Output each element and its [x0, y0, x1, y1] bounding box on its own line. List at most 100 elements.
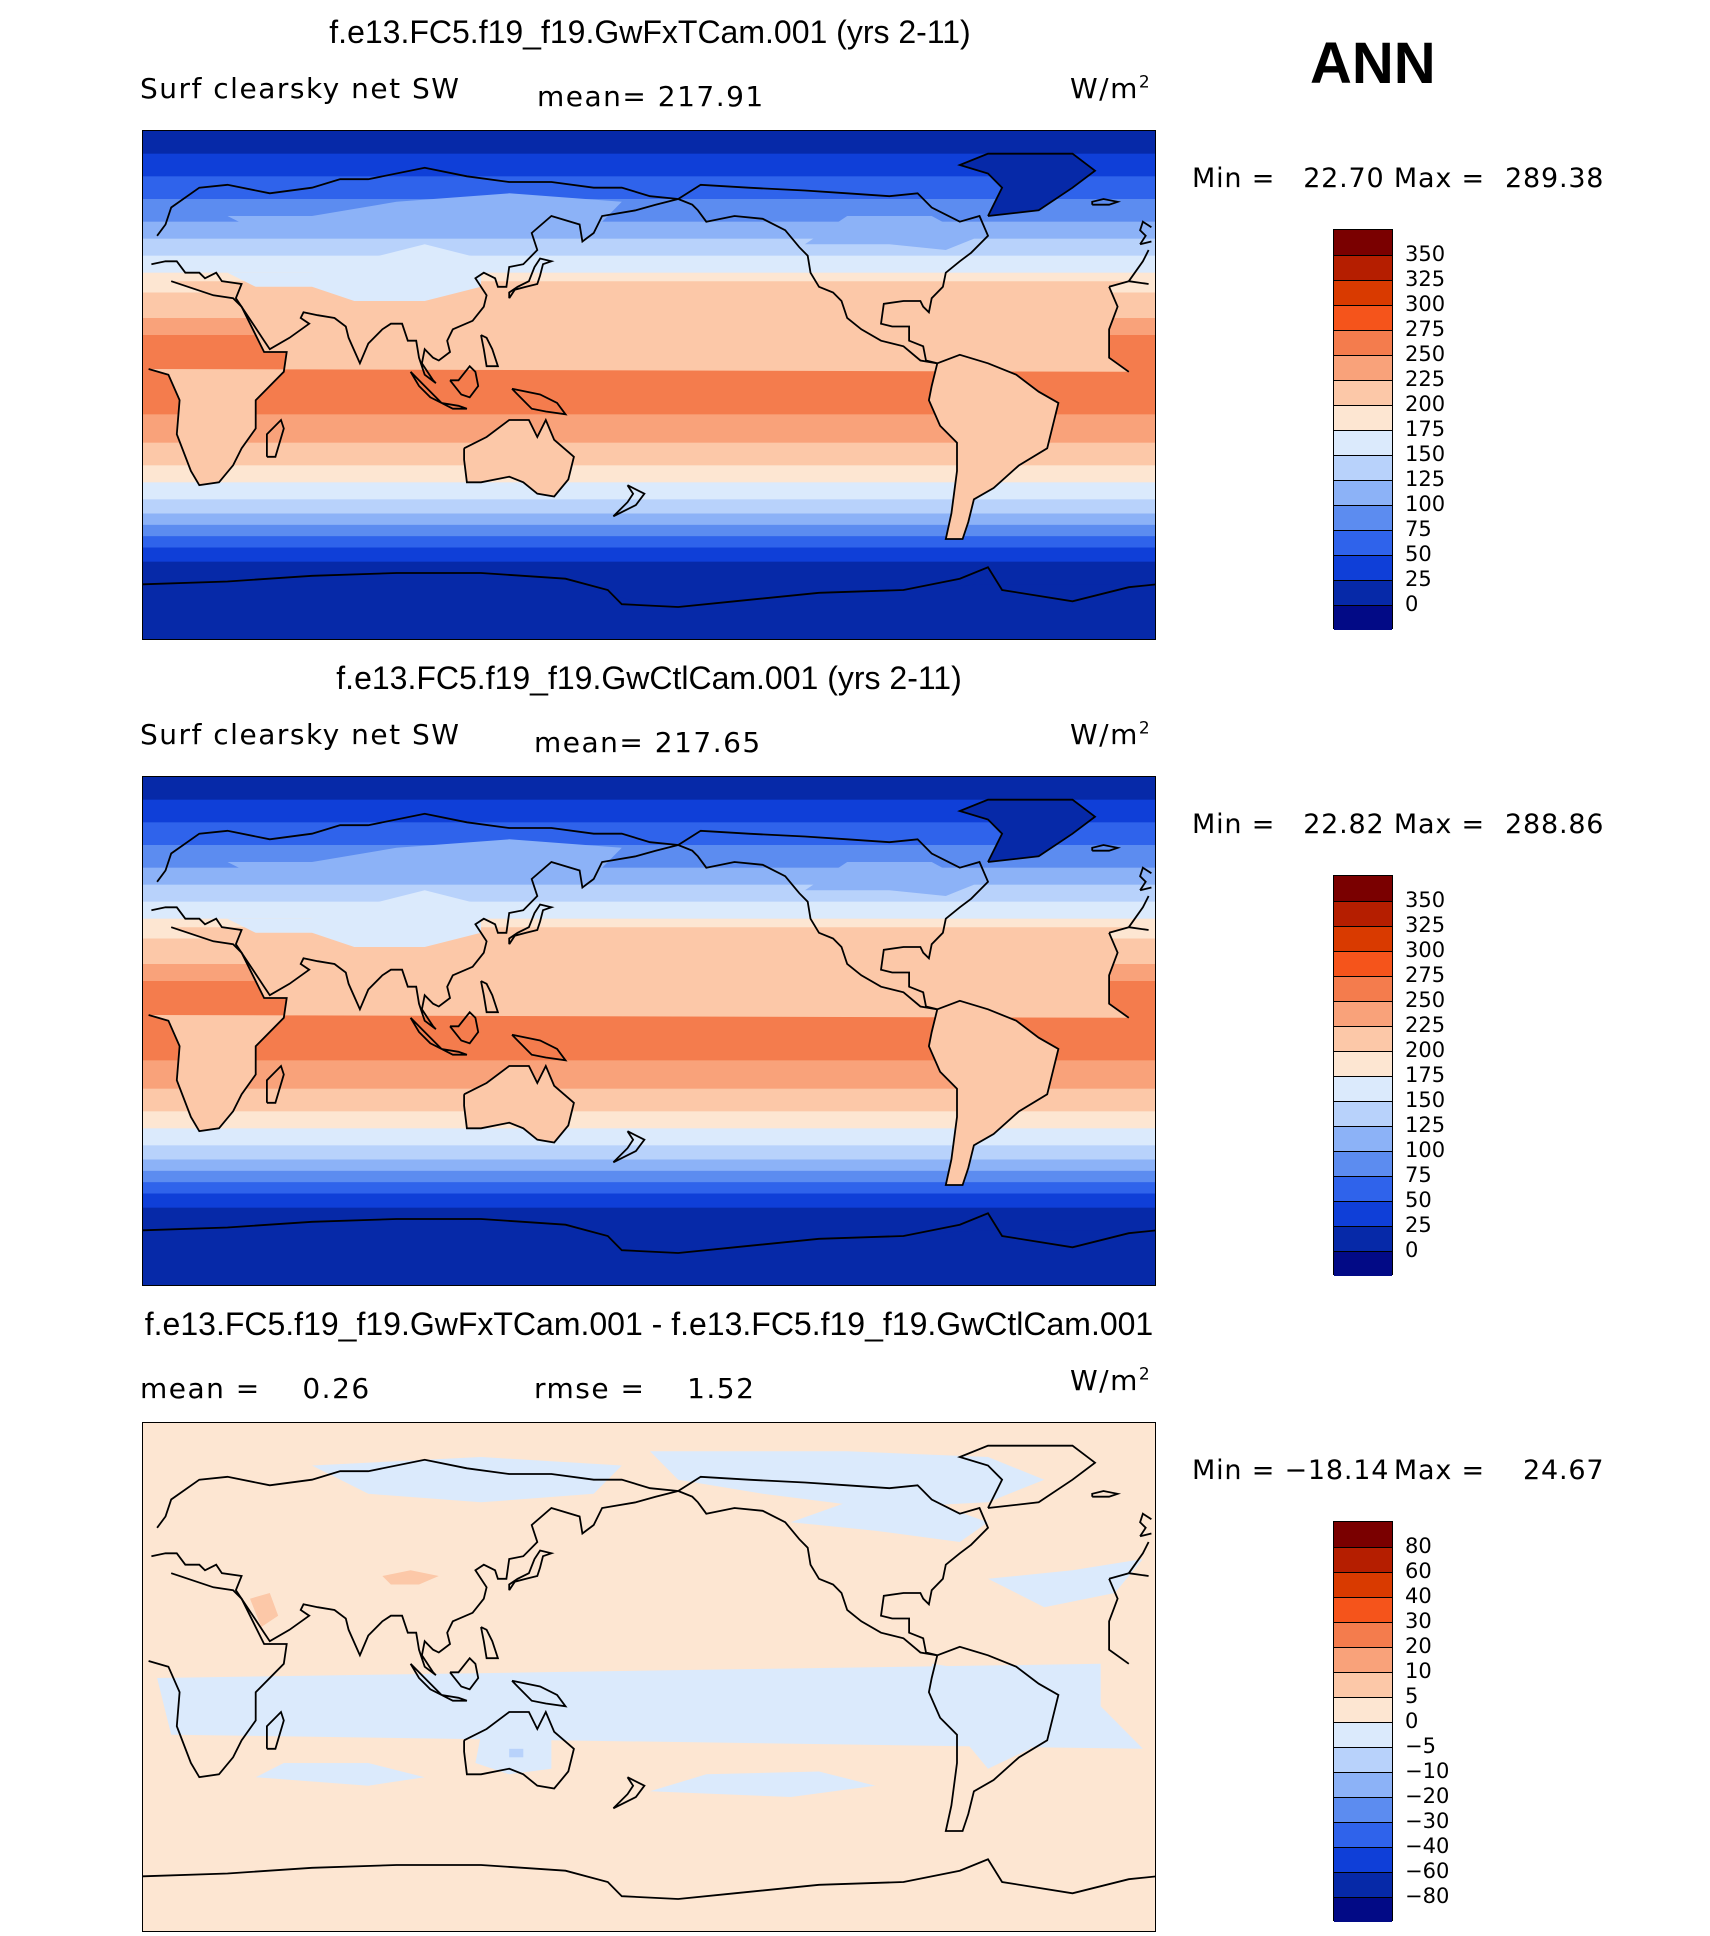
colorbar-tick-label: 0 [1405, 1709, 1419, 1733]
colorbar-swatch [1334, 230, 1392, 255]
panel1-map [142, 130, 1156, 640]
colorbar-tick-label: 250 [1405, 988, 1446, 1012]
colorbar-tick-label: 10 [1405, 1659, 1432, 1683]
panel1-mean: mean= 217.91 [537, 80, 765, 113]
coastline [1128, 249, 1150, 282]
land-australia [464, 1066, 574, 1143]
coastline [449, 1656, 480, 1691]
panel3-title: f.e13.FC5.f19_f19.GwFxTCam.001 - f.e13.F… [144, 1306, 1154, 1342]
map-svg [143, 777, 1155, 1285]
colorbar-swatch [1334, 430, 1392, 455]
land-south-america [928, 1000, 1059, 1185]
colorbar-swatch [1334, 1076, 1392, 1101]
colorbar-tick-label: 350 [1405, 242, 1446, 266]
coastline [1139, 1512, 1152, 1537]
colorbar-swatch [1334, 1026, 1392, 1051]
contour-region [650, 1451, 1045, 1508]
coastline [1128, 895, 1150, 928]
colorbar-tick-label: −30 [1405, 1809, 1450, 1833]
coastline [1108, 1572, 1130, 1580]
coastline [1128, 1572, 1149, 1577]
coastline [957, 152, 1097, 217]
land-greenland [959, 799, 1095, 862]
colorbar-swatch [1334, 405, 1392, 430]
coastline [1139, 866, 1152, 891]
colorbar-swatch [1334, 1176, 1392, 1201]
contour-band [143, 131, 1155, 155]
contour-band [143, 1088, 1155, 1113]
colorbar-swatch [1334, 530, 1392, 555]
coastline [927, 1645, 1060, 1832]
land-greenland [959, 153, 1095, 216]
land-canada [804, 216, 974, 250]
coastline [1108, 932, 1130, 1019]
contour-region [157, 1663, 1143, 1749]
colorbar-swatch [1334, 1747, 1392, 1772]
contour-band [143, 884, 1155, 903]
map-svg [143, 131, 1155, 639]
coastline [927, 999, 1060, 1186]
coastline [677, 183, 990, 365]
contour-band [143, 1170, 1155, 1184]
contour-band [143, 499, 1155, 515]
colorbar-tick-label: 30 [1405, 1609, 1432, 1633]
panel2-map [142, 776, 1156, 1286]
contour-band [143, 1159, 1155, 1172]
coastline [151, 812, 679, 1030]
colorbar-swatch [1334, 1772, 1392, 1797]
land-canada [804, 862, 974, 896]
contour-region [790, 1502, 988, 1542]
land-siberia [227, 193, 622, 231]
panel3-units: W/m2 [1070, 1364, 1152, 1397]
contour-band [143, 777, 1155, 801]
contour-band [143, 513, 1155, 526]
land-africa [148, 927, 1129, 1132]
colorbar-tick-label: −5 [1405, 1734, 1436, 1758]
contour-band [143, 1145, 1155, 1161]
coastline [1108, 1578, 1130, 1665]
colorbar-tick-label: −80 [1405, 1884, 1450, 1908]
coastline [463, 1063, 575, 1144]
coastline [957, 798, 1097, 863]
coastline [511, 387, 568, 416]
colorbar-swatch [1334, 555, 1392, 580]
contour-region [382, 1570, 439, 1585]
colorbar-tick-label: 100 [1405, 1138, 1446, 1162]
colorbar-swatch [1334, 951, 1392, 976]
coastline [508, 257, 555, 299]
coastline [612, 1776, 646, 1810]
colorbar-swatch [1334, 1897, 1392, 1922]
colorbar-swatch [1334, 1647, 1392, 1672]
colorbar-swatch [1334, 1201, 1392, 1226]
colorbar-tick-label: 175 [1405, 1063, 1446, 1087]
coastline [1108, 280, 1130, 288]
coastline [441, 1694, 468, 1702]
coastline [480, 334, 500, 368]
coastline [463, 417, 575, 498]
panel3-minmax: Min = −18.14 Max = 24.67 [1192, 1455, 1605, 1486]
colorbar-swatch [1334, 1051, 1392, 1076]
coastline [1139, 1532, 1152, 1538]
coastline [612, 1130, 646, 1164]
colorbar-tick-label: 325 [1405, 267, 1446, 291]
coastline [677, 829, 990, 1011]
colorbar-swatch [1334, 355, 1392, 380]
panel1-units: W/m2 [1070, 72, 1152, 105]
colorbar-swatch [1334, 255, 1392, 280]
colorbar-tick-label: 200 [1405, 392, 1446, 416]
coastline [508, 1549, 555, 1591]
colorbar-swatch [1334, 455, 1392, 480]
coastline [1139, 886, 1152, 892]
contour-band [143, 255, 1155, 274]
colorbar-swatch [1334, 1101, 1392, 1126]
panel3-rmse: rmse = 1.52 [534, 1372, 756, 1405]
colorbar-tick-label: 0 [1405, 592, 1419, 616]
coastline [480, 1626, 500, 1660]
contour-band [143, 1182, 1155, 1195]
coastline [511, 1679, 568, 1708]
contour-band [143, 536, 1155, 549]
coastline [1108, 926, 1130, 934]
coastline [677, 1475, 990, 1657]
panel1-minmax: Min = 22.70 Max = 289.38 [1192, 163, 1605, 194]
colorbar-swatch [1334, 1251, 1392, 1276]
